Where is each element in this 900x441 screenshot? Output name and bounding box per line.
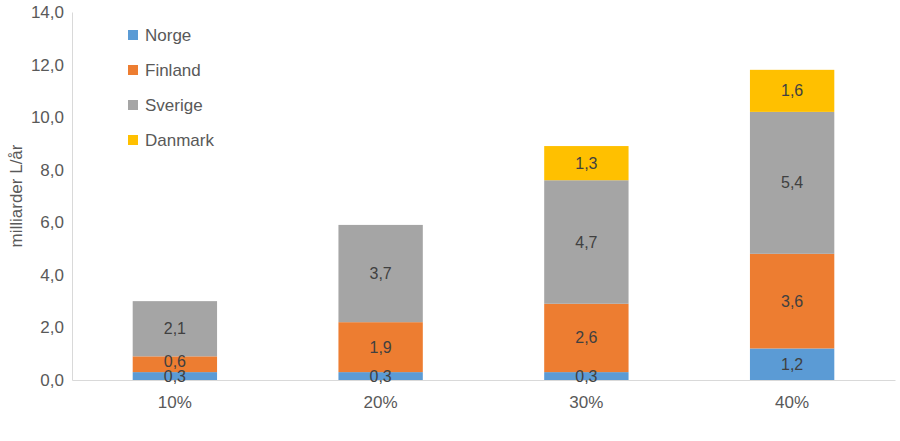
y-tick: 12,0 [31, 56, 72, 75]
tick-label: 12,0 [31, 56, 64, 75]
y-tick: 2,0 [40, 318, 72, 337]
data-label: 2,1 [164, 320, 186, 337]
axis-line [73, 380, 896, 381]
bar [544, 180, 628, 304]
tick-label: 2,0 [40, 318, 64, 337]
data-label: 0,3 [575, 368, 597, 385]
tick-label: 8,0 [40, 161, 64, 180]
y-axis-title: milliarder L/år [7, 144, 26, 247]
tick-label: 10% [158, 393, 192, 412]
bar [544, 304, 628, 372]
legend-label: Finland [145, 61, 201, 80]
chart: 0,0 2,0 4,0 6,0 8,0 10,0 12,0 14,0 10% 20% 30% 40% m… [0, 0, 900, 441]
tick-label: 0,0 [40, 371, 64, 390]
axis-line [72, 13, 73, 381]
bar [544, 146, 628, 180]
tick-label: 40% [775, 393, 809, 412]
data-label: 5,4 [781, 174, 803, 191]
bar [750, 254, 834, 349]
y-tick: 8,0 [40, 161, 72, 180]
x-tick: 40% [775, 380, 809, 412]
bars [133, 70, 835, 380]
x-tick: 30% [569, 380, 603, 412]
data-label: 1,6 [781, 82, 803, 99]
data-label: 4,7 [575, 234, 597, 251]
bar [338, 225, 422, 322]
data-label: 3,7 [370, 265, 392, 282]
legend: Norge Finland Sverige Danmark [128, 26, 214, 150]
data-label: 3,6 [781, 293, 803, 310]
data-label: 1,2 [781, 356, 803, 373]
legend-swatch [128, 100, 138, 110]
legend-swatch [128, 135, 138, 145]
legend-item: Danmark [128, 131, 214, 150]
bar [133, 301, 217, 356]
tick-label: 6,0 [40, 213, 64, 232]
data-labels: 0,30,62,10,31,93,70,32,64,71,31,23,65,41… [164, 82, 804, 384]
x-axis: 10% 20% 30% 40% [73, 380, 896, 412]
legend-swatch [128, 30, 138, 40]
legend-label: Danmark [145, 131, 214, 150]
tick-label: 14,0 [31, 3, 64, 22]
y-tick: 0,0 [40, 371, 72, 390]
tick-label: 20% [364, 393, 398, 412]
x-tick: 10% [158, 380, 192, 412]
legend-item: Sverige [128, 96, 203, 115]
data-label: 2,6 [575, 329, 597, 346]
legend-label: Norge [145, 26, 191, 45]
tick-label: 30% [569, 393, 603, 412]
legend-swatch [128, 65, 138, 75]
bar [750, 70, 834, 112]
data-label: 0,6 [164, 353, 186, 370]
y-tick: 14,0 [31, 3, 72, 22]
bar [338, 322, 422, 372]
data-label: 0,3 [370, 368, 392, 385]
bar [750, 348, 834, 380]
x-tick: 20% [364, 380, 398, 412]
legend-item: Norge [128, 26, 191, 45]
data-label: 1,3 [575, 155, 597, 172]
y-axis: 0,0 2,0 4,0 6,0 8,0 10,0 12,0 14,0 [31, 3, 73, 390]
bar [750, 112, 834, 254]
data-label: 1,9 [370, 339, 392, 356]
y-tick: 4,0 [40, 266, 72, 285]
y-tick: 10,0 [31, 108, 72, 127]
data-label: 0,3 [164, 368, 186, 385]
tick-label: 4,0 [40, 266, 64, 285]
y-tick: 6,0 [40, 213, 72, 232]
tick-label: 10,0 [31, 108, 64, 127]
legend-item: Finland [128, 61, 201, 80]
legend-label: Sverige [145, 96, 203, 115]
